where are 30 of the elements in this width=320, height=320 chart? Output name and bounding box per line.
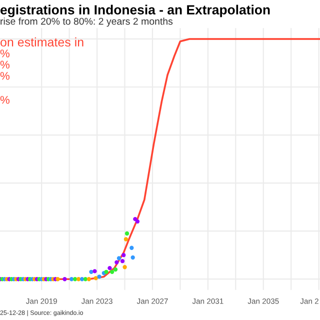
point <box>122 265 127 270</box>
point <box>124 231 130 236</box>
point <box>135 219 140 224</box>
point <box>104 270 108 274</box>
chart-subtitle: rise from 20% to 80%: 2 years 2 months <box>0 18 173 27</box>
point <box>113 267 118 272</box>
point <box>114 260 119 264</box>
point <box>86 277 91 282</box>
point <box>130 255 135 260</box>
point <box>83 277 88 282</box>
point <box>116 256 122 260</box>
point <box>92 269 97 274</box>
point <box>108 266 112 270</box>
point <box>94 276 98 280</box>
chart-title: egistrations in Indonesia - an Extrapolation <box>0 4 270 18</box>
point <box>72 277 78 282</box>
annotation: on estimates in <box>0 37 84 47</box>
point <box>69 277 74 282</box>
annotation: % <box>0 96 10 104</box>
point <box>62 277 67 282</box>
annotation: % <box>0 60 10 69</box>
annotation: % <box>0 72 10 80</box>
annotation: % <box>0 50 10 58</box>
point <box>97 274 102 279</box>
point <box>56 277 60 282</box>
point <box>110 270 114 274</box>
point <box>122 253 126 258</box>
point <box>130 246 134 250</box>
point <box>124 237 128 242</box>
point <box>120 259 125 264</box>
